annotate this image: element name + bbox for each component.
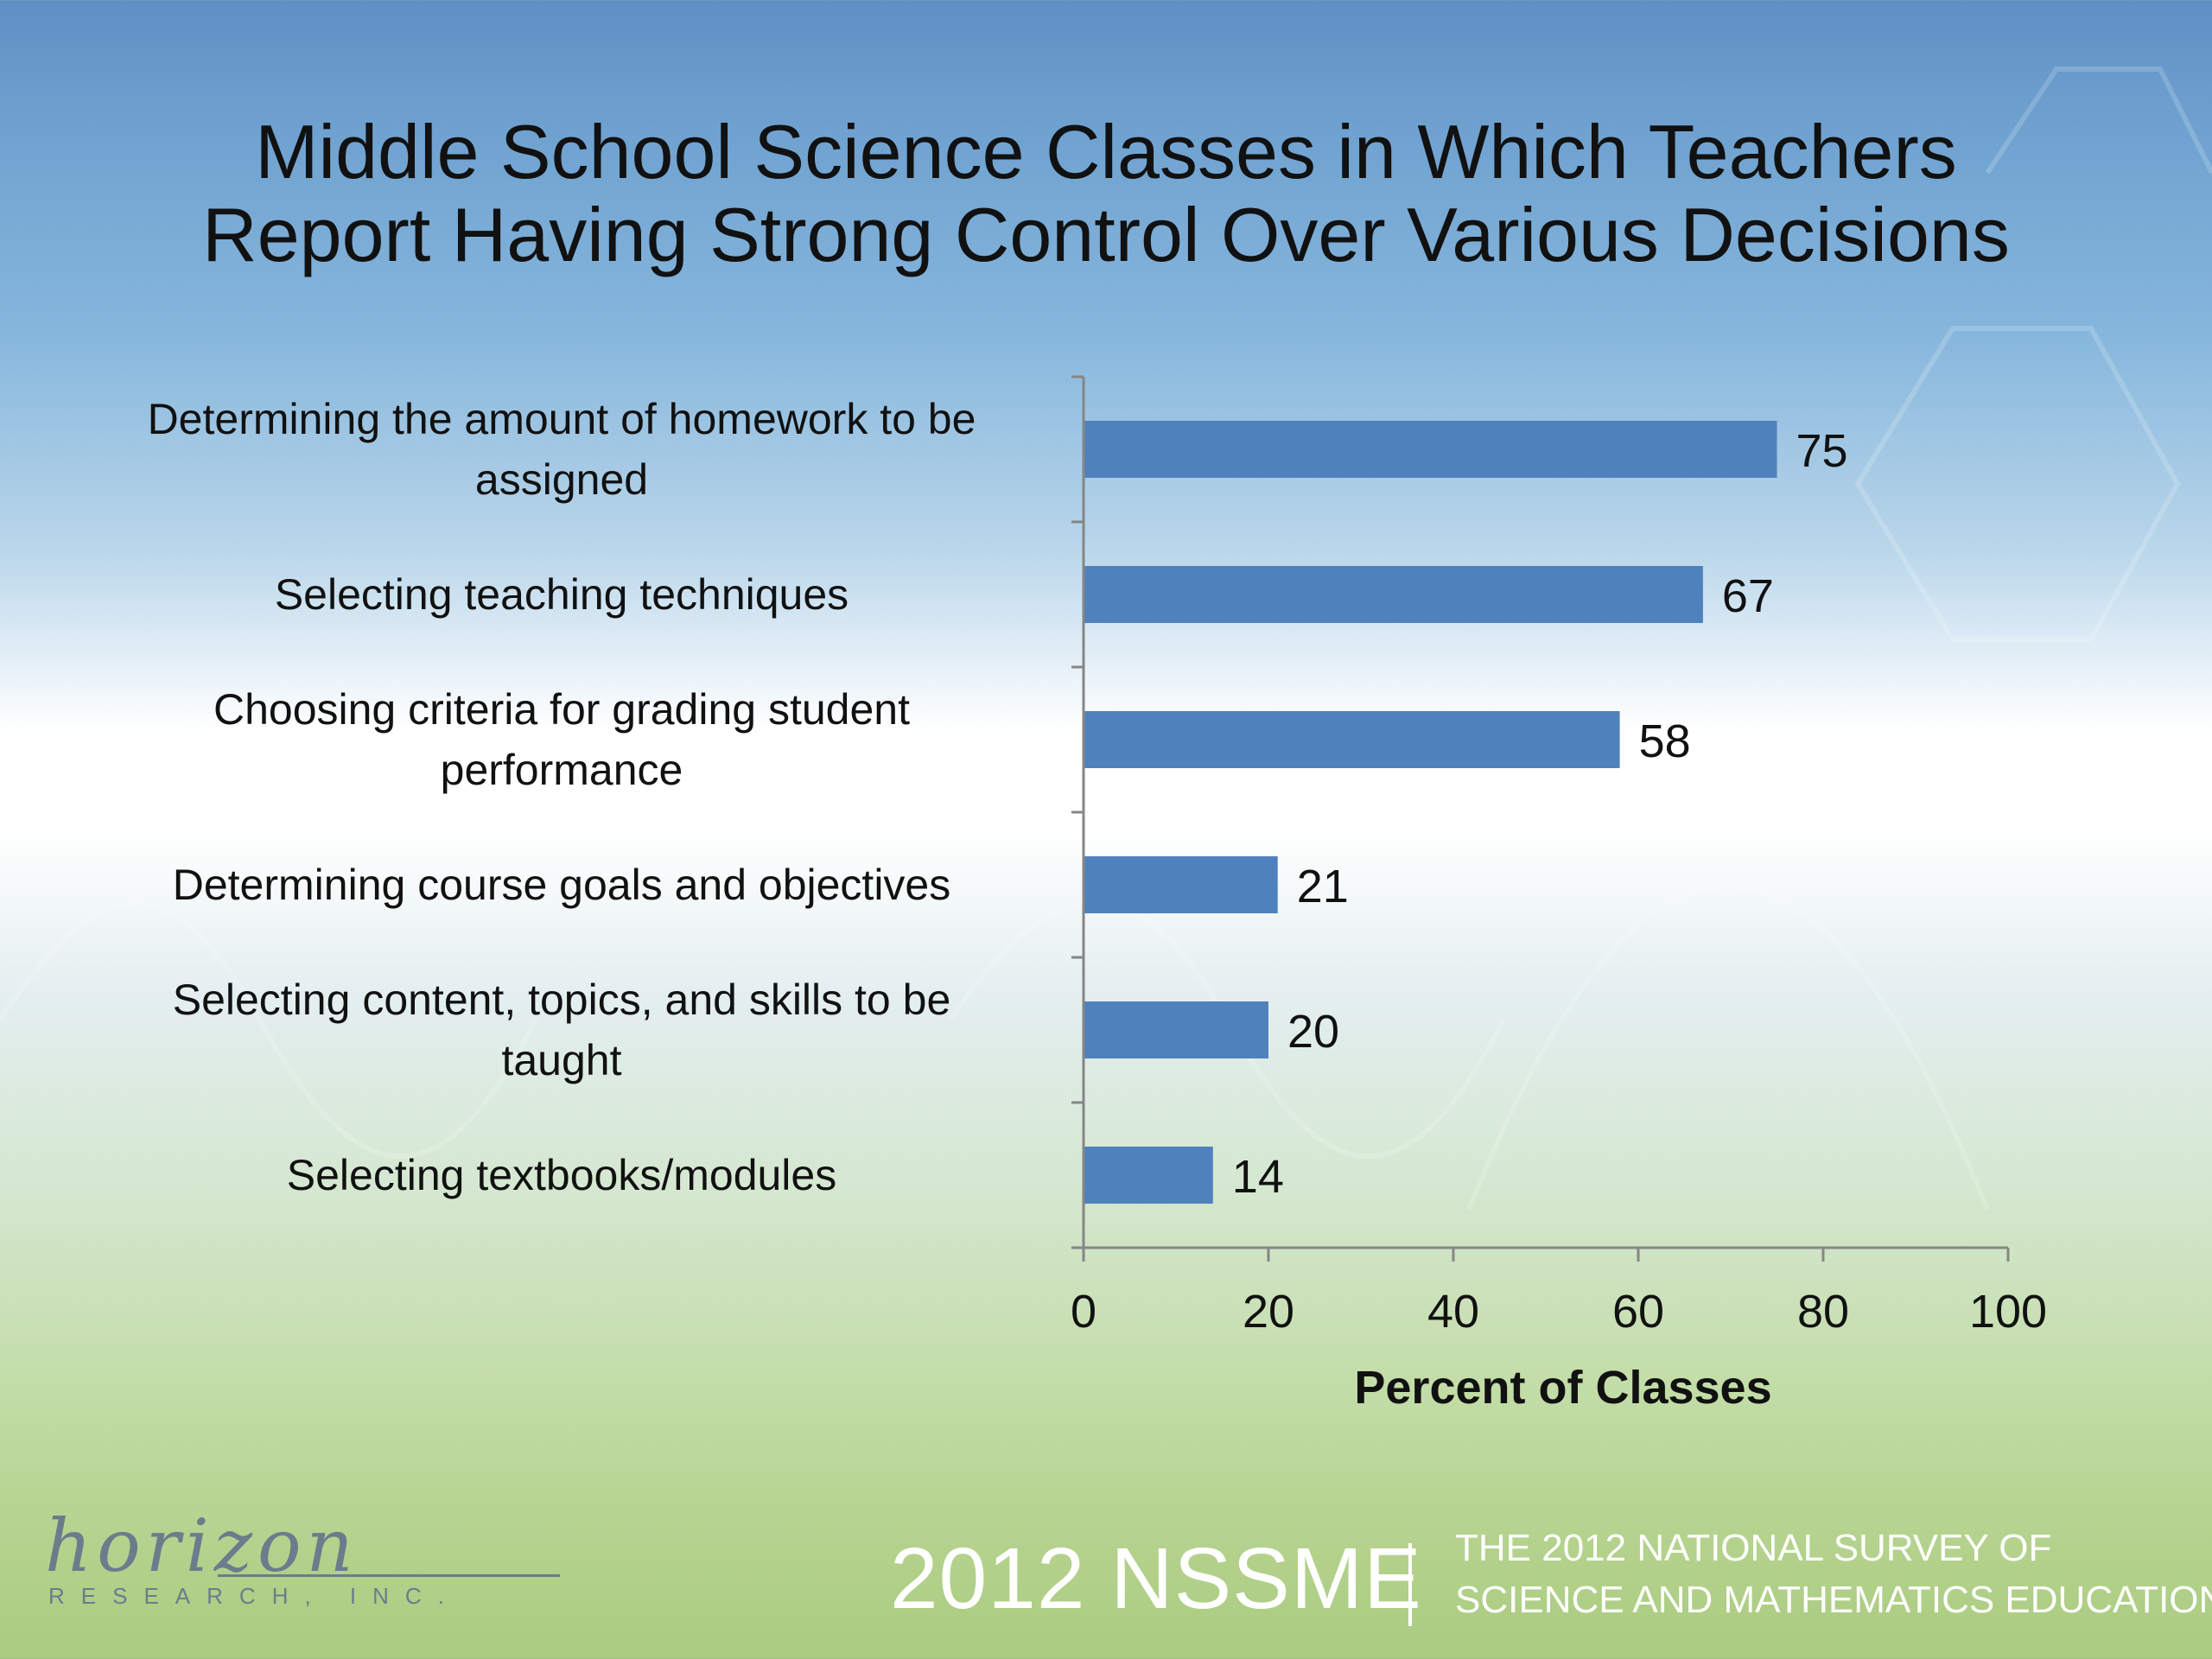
horizon-logo: horizon RESEARCH, INC. [45,1503,560,1633]
data-label-2: 58 [1639,715,1691,767]
category-label-2: Choosing criteria for grading student per… [86,679,1037,800]
x-tick-label-4: 80 [1797,1286,1849,1338]
data-label-3: 21 [1297,861,1349,912]
data-label-1: 67 [1722,570,1774,622]
category-label-3-line-0: Determining course goals and objectives [172,861,951,909]
survey-name: THE 2012 NATIONAL SURVEY OF SCIENCE AND … [1455,1522,2212,1626]
data-label-0: 75 [1796,425,1848,477]
chart-title-line-2: Report Having Strong Control Over Variou… [202,192,2010,277]
bar-0 [1084,421,1777,478]
category-label-2-line-0: Choosing criteria for grading student [213,685,910,734]
x-tick-label-2: 40 [1427,1286,1479,1338]
bar-3 [1084,856,1278,913]
x-tick-label-3: 60 [1612,1286,1664,1338]
category-label-1: Selecting teaching techniques [86,564,1037,625]
survey-name-line-1: THE 2012 NATIONAL SURVEY OF [1455,1527,2052,1569]
category-label-0-line-1: assigned [474,455,649,504]
category-label-4-line-0: Selecting content, topics, and skills to… [172,976,951,1024]
x-axis-title: Percent of Classes [1354,1362,1771,1414]
x-tick-label-5: 100 [1969,1286,2047,1338]
category-label-5-line-0: Selecting textbooks/modules [286,1151,837,1199]
data-label-5: 14 [1232,1151,1284,1203]
category-label-3: Determining course goals and objectives [86,855,1037,915]
category-label-4: Selecting content, topics, and skills to… [86,969,1037,1090]
category-label-2-line-1: performance [440,746,683,794]
bar-5 [1084,1147,1213,1204]
bar-4 [1084,1001,1268,1058]
x-tick-label-1: 20 [1243,1286,1294,1338]
logo-rule [218,1574,560,1577]
data-label-4: 20 [1287,1006,1339,1058]
category-label-5: Selecting textbooks/modules [86,1145,1037,1205]
logo-wordmark: horizon [45,1503,359,1588]
bar-1 [1084,566,1703,623]
bar-2 [1084,711,1620,768]
category-label-0: Determining the amount of homework to be… [86,389,1037,510]
category-label-4-line-1: taught [501,1036,622,1084]
x-tick-label-0: 0 [1071,1286,1096,1338]
footer-divider [1408,1543,1412,1626]
survey-name-line-2: SCIENCE AND MATHEMATICS EDUCATION [1455,1579,2212,1621]
category-label-1-line-0: Selecting teaching techniques [274,570,849,619]
logo-subtitle: RESEARCH, INC. [48,1583,461,1609]
chart-title: Middle School Science Classes in Which T… [104,111,2108,276]
category-label-0-line-0: Determining the amount of homework to be [147,395,976,443]
chart-title-line-1: Middle School Science Classes in Which T… [255,109,1957,194]
nssme-footer-title: 2012 NSSME [890,1530,1422,1627]
